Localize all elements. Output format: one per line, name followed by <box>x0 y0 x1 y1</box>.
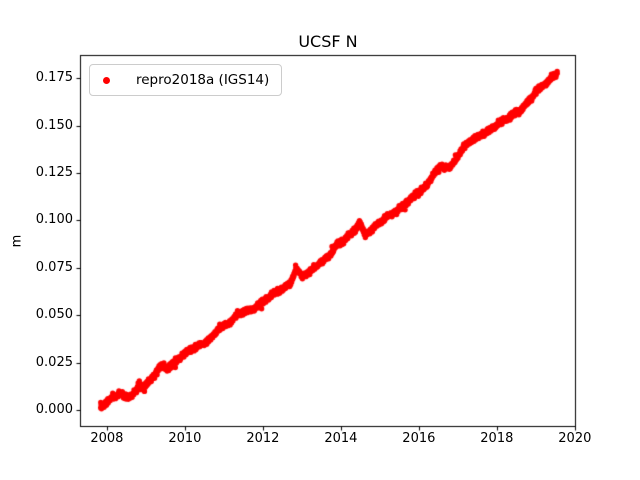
legend: repro2018a (IGS14) <box>89 64 282 96</box>
y-tick-label: 0.100 <box>35 212 73 228</box>
x-tick-label: 2018 <box>480 431 514 446</box>
x-tick-label: 2008 <box>90 431 124 446</box>
x-tick-label: 2020 <box>558 431 592 446</box>
legend-label: repro2018a (IGS14) <box>136 72 270 88</box>
x-tick-label: 2016 <box>402 431 436 446</box>
y-tick-label: 0.150 <box>35 117 73 133</box>
chart-title: UCSF N <box>298 32 358 51</box>
y-tick-label: 0.125 <box>35 165 73 181</box>
x-tick-label: 2012 <box>246 431 280 446</box>
y-tick-label: 0.050 <box>35 307 73 323</box>
legend-marker-icon <box>103 76 110 84</box>
x-tick-label: 2014 <box>324 431 358 446</box>
x-tick-label: 2010 <box>168 431 202 446</box>
y-tick-label: 0.175 <box>35 70 73 86</box>
y-axis-label: m <box>9 234 25 248</box>
y-tick-label: 0.000 <box>35 401 73 417</box>
y-tick-label: 0.075 <box>35 259 73 275</box>
y-tick-label: 0.025 <box>35 354 73 370</box>
